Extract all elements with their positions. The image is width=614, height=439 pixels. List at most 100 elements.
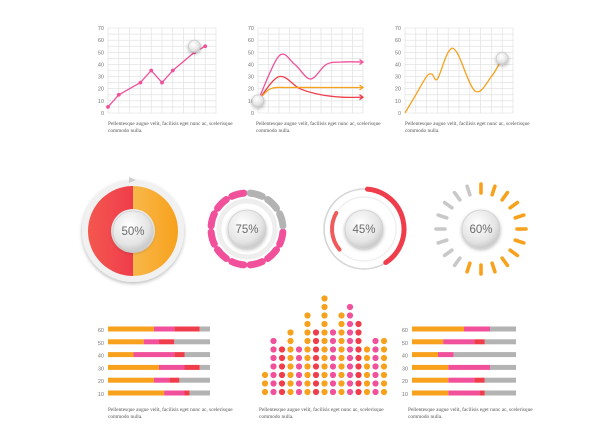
- y-tick-label: 70: [98, 26, 104, 32]
- bar-category-label: 50: [98, 341, 104, 347]
- gauges: 50% 75% 45% 60%: [82, 177, 528, 282]
- caption-line-chart-2: Pellentesque augue velit, facilisis eget…: [256, 121, 381, 134]
- gauge-tick: [513, 213, 526, 220]
- bar-category-label: 20: [98, 379, 104, 385]
- gauge-value-label: 60%: [469, 224, 492, 236]
- bar-segment: [490, 326, 516, 332]
- dot-mark: [295, 371, 303, 379]
- gauge-tick: [490, 261, 497, 274]
- gauge-tick: [513, 238, 526, 245]
- dot-mark: [321, 320, 328, 328]
- dot-mark: [304, 346, 311, 353]
- slider-knob: [187, 39, 201, 53]
- dot-mark: [304, 312, 311, 319]
- dot-mark: [312, 388, 320, 396]
- bar-segment: [179, 377, 210, 383]
- y-tick-label: 40: [248, 62, 254, 68]
- dot-mark: [355, 371, 362, 379]
- dot-mark: [372, 388, 379, 396]
- gauge-segments: 75%: [207, 189, 287, 269]
- dot-mark: [278, 388, 286, 396]
- series-arrow: [359, 84, 365, 91]
- dot-mark: [363, 371, 371, 379]
- dot-mark: [338, 380, 345, 387]
- dot-mark: [287, 380, 294, 387]
- dot-mark: [295, 388, 303, 396]
- gauge-tick: [500, 190, 510, 202]
- ring-segment: [264, 196, 280, 212]
- dot-mark: [346, 337, 354, 345]
- data-point: [106, 105, 110, 109]
- line-chart-1: 0 10 20 30 40 50 60 70: [98, 26, 217, 117]
- y-tick-label: 0: [251, 111, 254, 117]
- bar-segment: [474, 377, 485, 383]
- y-tick-label: 20: [248, 87, 254, 93]
- ring-segment: [228, 189, 248, 200]
- dot-mark: [380, 337, 388, 345]
- dot-mark: [363, 388, 371, 396]
- bar-segment: [169, 377, 180, 383]
- bar-category-label: 40: [402, 354, 408, 360]
- dot-mark: [372, 363, 379, 370]
- ring-segment: [228, 258, 248, 269]
- bar-segment: [490, 364, 516, 370]
- gauge-knob: [112, 210, 154, 252]
- dot-mark: [287, 354, 294, 362]
- bar-segment: [164, 390, 185, 396]
- gauge-tick: [452, 256, 462, 268]
- y-tick-label: 10: [98, 99, 104, 105]
- dot-mark: [321, 380, 328, 387]
- bar-segment: [412, 352, 438, 358]
- bar-segment: [484, 390, 516, 396]
- gauge-value-label: 75%: [235, 224, 258, 236]
- y-tick-label: 50: [248, 50, 254, 56]
- bar-category-label: 30: [402, 366, 408, 372]
- dot-mark: [304, 388, 311, 396]
- dot-mark: [321, 329, 328, 336]
- dot-mark: [355, 346, 362, 353]
- gauge-tick: [465, 261, 472, 274]
- dot-mark: [312, 329, 320, 336]
- y-tick-label: 40: [98, 62, 104, 68]
- bar-segment: [153, 377, 170, 383]
- series-arrow: [359, 94, 365, 101]
- dot-mark: [278, 354, 286, 362]
- arc-progress: [364, 186, 407, 266]
- series-line: [257, 86, 363, 102]
- donut-pointer: [129, 177, 136, 183]
- gauge-value-label: 45%: [352, 224, 375, 236]
- dot-mark: [355, 329, 362, 336]
- y-tick-label: 60: [98, 38, 104, 44]
- bar-segment: [412, 326, 464, 332]
- dot-mark: [312, 354, 320, 362]
- caption-bar-chart-2: Pellentesque augue velit, facilisis eget…: [408, 407, 533, 420]
- dot-mark: [329, 371, 337, 379]
- dot-mark: [312, 380, 320, 387]
- gauge-tick: [508, 200, 520, 210]
- gauge-tick: [436, 213, 449, 220]
- ring-segment: [276, 210, 287, 230]
- dot-mark: [295, 346, 303, 353]
- dot-mark: [321, 371, 328, 379]
- dot-mark: [278, 380, 286, 387]
- bar-segment: [448, 377, 475, 383]
- dot-mark: [329, 363, 337, 370]
- slider-knob: [495, 51, 509, 65]
- bar-segment: [174, 352, 185, 358]
- dot-mark: [380, 388, 388, 396]
- dot-mark: [346, 320, 354, 328]
- dot-mark: [355, 388, 362, 396]
- segment-track: [216, 198, 278, 260]
- y-tick-label: 40: [395, 62, 401, 68]
- line-chart-3: 0 10 20 30 40 50 60 70: [395, 26, 514, 117]
- dot-mark: [338, 354, 345, 362]
- dot-mark: [270, 354, 277, 362]
- bar-category-label: 10: [98, 392, 104, 398]
- dot-mark: [270, 388, 277, 396]
- gauge-tick: [452, 190, 462, 202]
- bar-segment: [484, 377, 516, 383]
- dot-mark: [329, 388, 337, 396]
- dot-mark: [355, 380, 362, 387]
- y-tick-label: 10: [395, 99, 401, 105]
- dot-mark: [270, 380, 277, 387]
